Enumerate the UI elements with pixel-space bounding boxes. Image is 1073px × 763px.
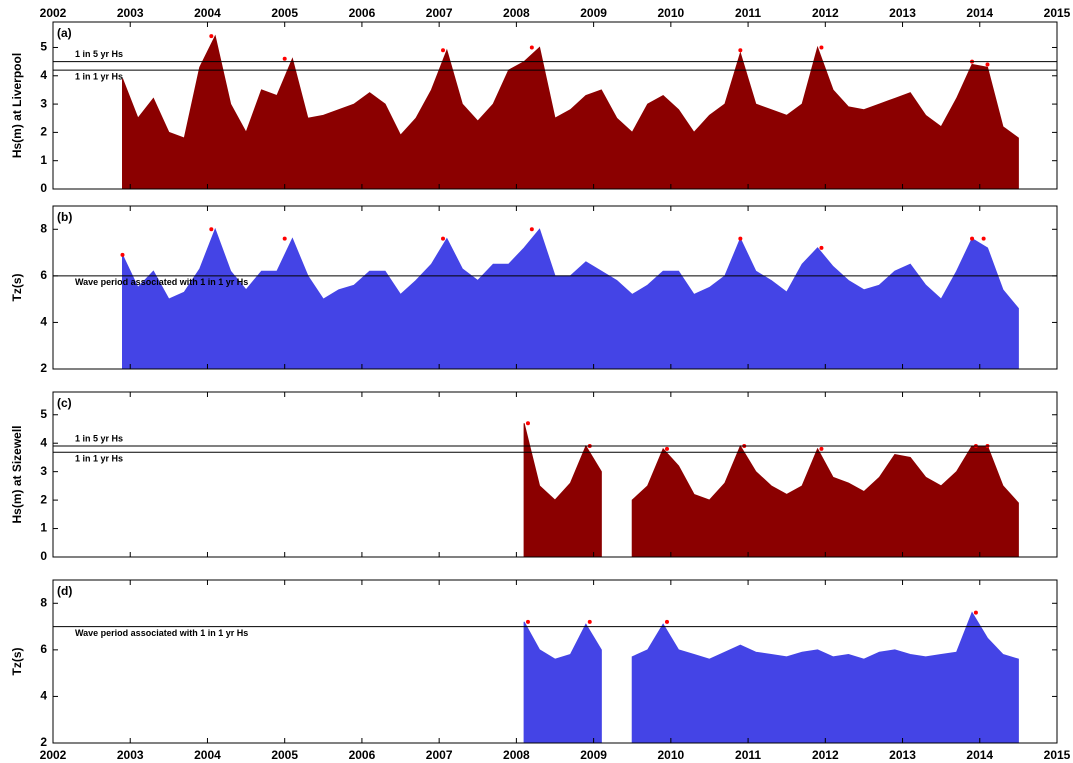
x-tick-label: 2002	[40, 6, 67, 20]
x-tick-label: 2013	[889, 748, 916, 762]
x-tick-label: 2015	[1044, 748, 1071, 762]
reference-label: Wave period associated with 1 in 1 yr Hs	[75, 628, 248, 638]
exceedance-marker	[981, 236, 986, 241]
x-tick-label: 2011	[735, 6, 761, 20]
x-tick-label: 2008	[503, 6, 530, 20]
y-tick-label: 0	[40, 181, 47, 195]
reference-label: 1 in 5 yr Hs	[75, 49, 123, 59]
x-tick-label: 2007	[426, 6, 453, 20]
y-tick-label: 3	[40, 96, 47, 110]
x-tick-label: 2012	[812, 6, 839, 20]
x-tick-label: 2005	[271, 6, 298, 20]
plot-frame	[52, 391, 1058, 558]
y-tick-label: 8	[40, 221, 47, 235]
exceedance-marker	[819, 446, 824, 451]
area-series	[523, 611, 1019, 744]
exceedance-marker	[525, 619, 530, 624]
exceedance-marker	[738, 48, 743, 53]
panel-label: (c)	[57, 396, 72, 410]
plot-frame	[52, 579, 1058, 744]
exceedance-marker	[282, 56, 287, 61]
exceedance-marker	[529, 45, 534, 50]
x-tick-label: 2009	[580, 748, 607, 762]
x-tick-label: 2004	[194, 6, 221, 20]
exceedance-marker	[819, 45, 824, 50]
exceedance-marker	[441, 236, 446, 241]
x-tick-label: 2012	[812, 748, 839, 762]
exceedance-marker	[120, 252, 125, 257]
exceedance-marker	[973, 610, 978, 615]
exceedance-marker	[529, 227, 534, 232]
x-tick-label: 2002	[40, 748, 67, 762]
y-tick-label: 2	[40, 125, 47, 139]
area-series	[122, 227, 1019, 370]
panel-label: (b)	[57, 210, 72, 224]
reference-label: Wave period associated with 1 in 1 yr Hs	[75, 277, 248, 287]
y-tick-label: 1	[40, 521, 47, 535]
x-tick-label: 2010	[657, 6, 684, 20]
exceedance-marker	[985, 62, 990, 67]
x-tick-label: 2006	[349, 6, 376, 20]
y-tick-label: 4	[40, 315, 47, 329]
y-tick-label: 1	[40, 153, 47, 167]
y-axis-label: Hs(m) at Sizewell	[10, 425, 24, 523]
exceedance-marker	[282, 236, 287, 241]
y-axis-label: Hs(m) at Liverpool	[10, 53, 24, 158]
x-tick-label: 2011	[735, 748, 761, 762]
y-tick-label: 5	[40, 40, 47, 54]
y-tick-label: 3	[40, 464, 47, 478]
x-tick-label: 2013	[889, 6, 916, 20]
x-tick-label: 2014	[966, 748, 993, 762]
plot-frame	[52, 205, 1058, 370]
y-tick-label: 4	[40, 68, 47, 82]
y-tick-label: 2	[40, 361, 47, 375]
x-tick-label: 2009	[580, 6, 607, 20]
exceedance-marker	[664, 446, 669, 451]
x-tick-label: 2006	[349, 748, 376, 762]
y-axis-label: Tz(s)	[10, 648, 24, 676]
y-tick-label: 4	[40, 689, 47, 703]
y-axis-label: Tz(s)	[10, 274, 24, 302]
exceedance-marker	[587, 619, 592, 624]
x-tick-label: 2015	[1044, 6, 1071, 20]
x-tick-label: 2003	[117, 748, 144, 762]
exceedance-marker	[209, 227, 214, 232]
x-tick-label: 2008	[503, 748, 530, 762]
y-tick-label: 2	[40, 735, 47, 749]
exceedance-marker	[819, 245, 824, 250]
area-series	[122, 34, 1019, 190]
reference-label: 1 in 1 yr Hs	[75, 71, 123, 81]
reference-label: 1 in 1 yr Hs	[75, 454, 123, 464]
plot-frame	[52, 21, 1058, 190]
y-tick-label: 6	[40, 268, 47, 282]
x-tick-label: 2007	[426, 748, 453, 762]
y-tick-label: 5	[40, 407, 47, 421]
reference-label: 1 in 5 yr Hs	[75, 433, 123, 443]
y-tick-label: 0	[40, 549, 47, 563]
y-tick-label: 6	[40, 642, 47, 656]
panel-label: (d)	[57, 584, 72, 598]
y-tick-label: 2	[40, 492, 47, 506]
x-tick-label: 2005	[271, 748, 298, 762]
exceedance-marker	[525, 421, 530, 426]
exceedance-marker	[441, 48, 446, 53]
x-tick-label: 2003	[117, 6, 144, 20]
x-tick-label: 2010	[657, 748, 684, 762]
exceedance-marker	[664, 619, 669, 624]
x-tick-label: 2004	[194, 748, 221, 762]
area-series	[523, 423, 1019, 558]
panel-label: (a)	[57, 26, 72, 40]
exceedance-marker	[738, 236, 743, 241]
exceedance-marker	[209, 34, 214, 39]
exceedance-marker	[970, 236, 975, 241]
y-tick-label: 4	[40, 435, 47, 449]
x-tick-label: 2014	[966, 6, 993, 20]
y-tick-label: 8	[40, 595, 47, 609]
